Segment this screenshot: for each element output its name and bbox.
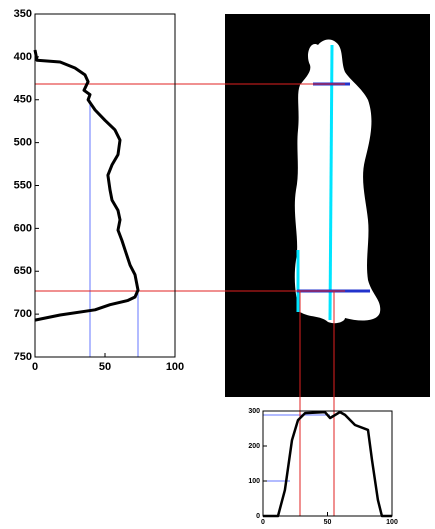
- y-tick-label: 0: [256, 513, 260, 520]
- y-tick-label: 100: [248, 478, 260, 485]
- y-tick-label: 650: [14, 265, 32, 277]
- y-tick-label: 200: [248, 443, 260, 450]
- height-line: [328, 44, 334, 321]
- y-tick-label: 550: [14, 179, 32, 191]
- y-tick-label: 450: [14, 94, 32, 106]
- profile-line: [263, 410, 392, 518]
- y-tick-label: 400: [14, 51, 32, 63]
- x-tick-label: 0: [32, 361, 38, 373]
- x-tick-label: 50: [324, 519, 332, 526]
- profile-line: [33, 49, 140, 322]
- y-tick-label: 500: [14, 137, 32, 149]
- x-tick-label: 100: [166, 361, 184, 373]
- y-tick-label: 600: [14, 222, 32, 234]
- y-tick-label: 300: [248, 408, 260, 415]
- y-tick-label: 350: [14, 8, 32, 20]
- silhouette: [294, 39, 381, 324]
- x-tick-label: 50: [99, 361, 111, 373]
- x-tick-label: 0: [261, 519, 265, 526]
- y-tick-label: 700: [14, 308, 32, 320]
- y-tick-label: 750: [14, 351, 32, 363]
- x-tick-label: 100: [386, 519, 398, 526]
